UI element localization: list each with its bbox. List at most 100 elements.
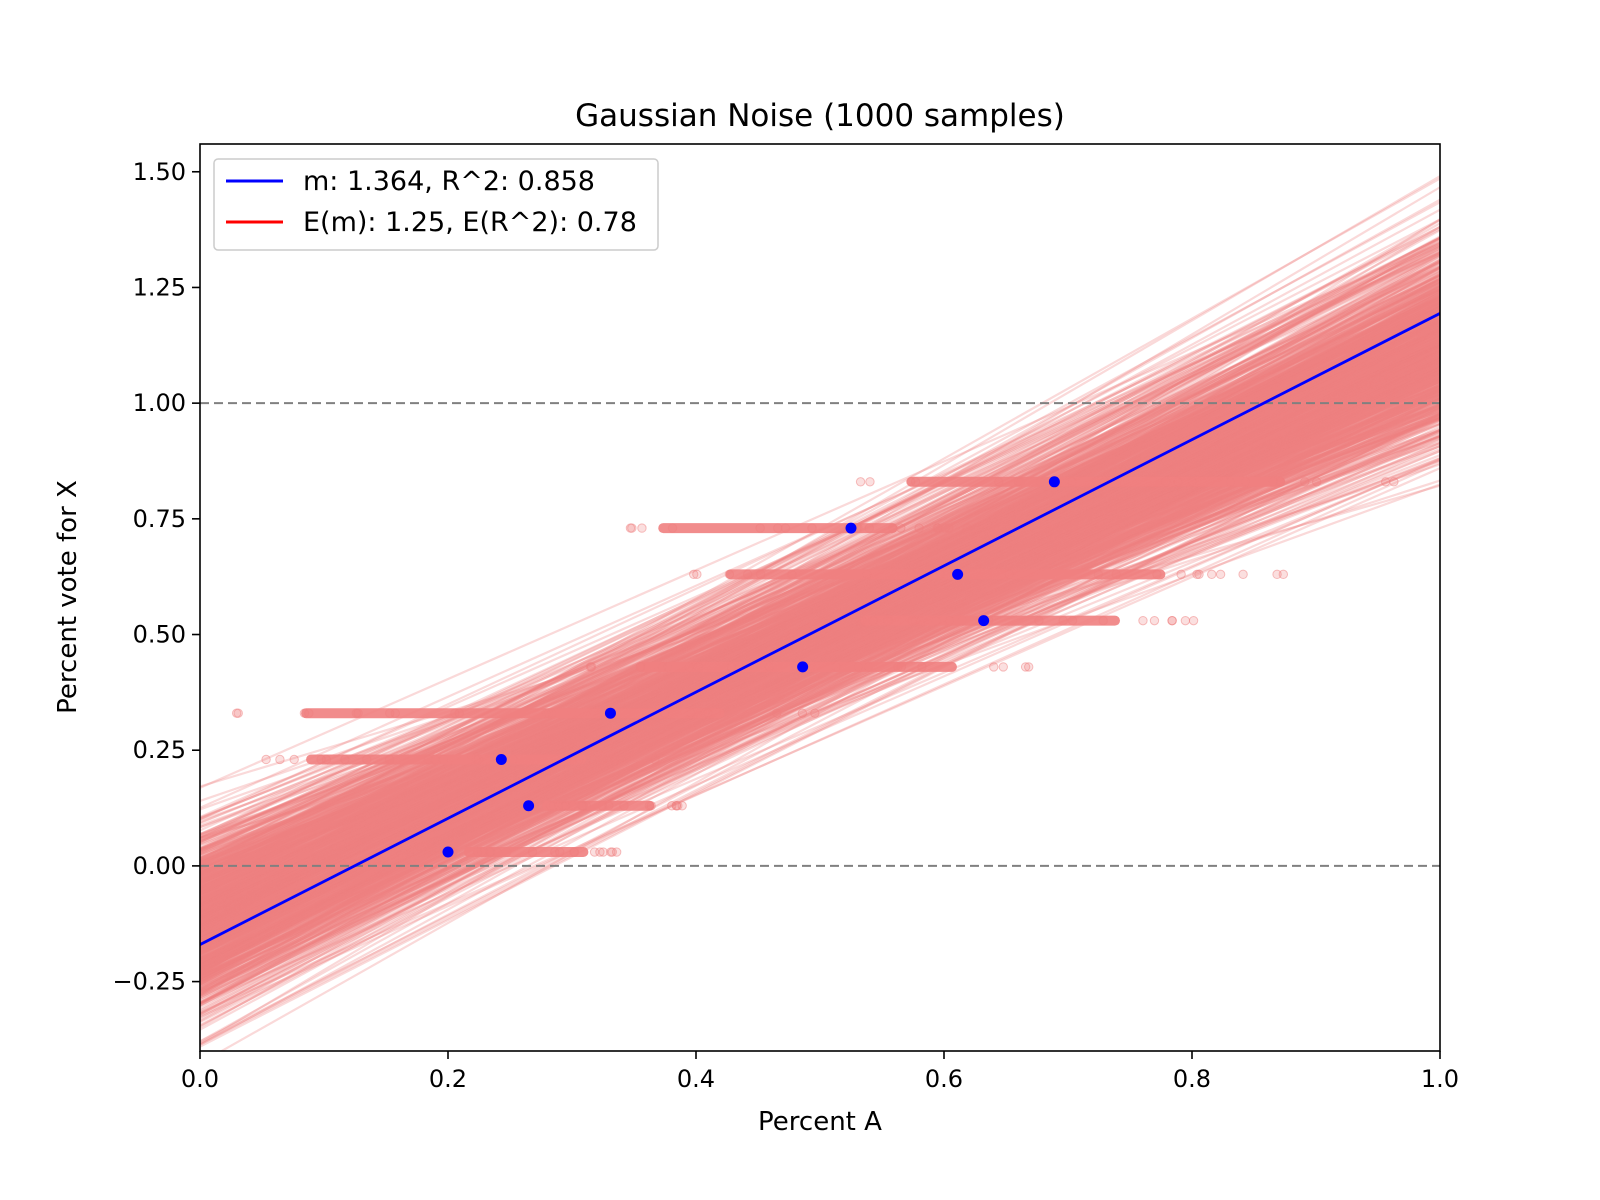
sample-point [1188, 615, 1199, 626]
sample-fit-line [200, 368, 1440, 904]
sample-fit-line [200, 389, 1440, 1005]
sample-fit-line [200, 288, 1440, 876]
sample-fit-line [200, 457, 1440, 1004]
sample-fit-line [200, 351, 1440, 929]
sample-fit-line [200, 312, 1440, 881]
sample-point [906, 569, 916, 580]
sample-fit-line [200, 350, 1440, 970]
sample-fit-line [200, 345, 1440, 876]
sample-fit-line [200, 291, 1440, 972]
sample-fit-line [200, 374, 1440, 948]
sample-fit-line [200, 311, 1440, 888]
sample-fit-line [200, 329, 1440, 915]
sample-point [773, 523, 783, 533]
sample-fit-line [200, 361, 1440, 986]
sample-fit-line [200, 310, 1440, 925]
sample-point [1149, 615, 1160, 626]
y-tick-label: 0.50 [133, 621, 186, 649]
sample-fit-line [200, 407, 1440, 961]
sample-fit-line [200, 467, 1440, 1014]
sample-fit-line [200, 363, 1440, 924]
sample-fit-line [200, 398, 1440, 952]
sample-fit-line [200, 371, 1440, 852]
sample-point [1067, 615, 1078, 626]
sample-fit-line [200, 319, 1440, 925]
sample-fit-line [200, 285, 1440, 937]
sample-fit-line [200, 325, 1440, 958]
sample-fit-line [200, 336, 1440, 898]
sample-fit-line [200, 315, 1440, 981]
sample-point [340, 754, 350, 765]
observed-point [797, 661, 809, 673]
sample-fit-line [200, 266, 1440, 971]
sample-fit-line [200, 325, 1440, 948]
sample-fit-line [200, 341, 1440, 978]
sample-fit-line [200, 351, 1440, 876]
sample-point [726, 662, 736, 672]
sample-fit-line [200, 392, 1440, 970]
sample-fit-line [200, 354, 1440, 909]
sample-fit-line [200, 330, 1440, 950]
sample-fit-line [200, 417, 1440, 873]
sample-fit-line [200, 342, 1440, 871]
sample-fit-line [200, 395, 1440, 962]
sample-fit-line [200, 245, 1440, 914]
sample-point [1300, 477, 1310, 487]
sample-fit-line [200, 429, 1440, 962]
sample-fit-line [200, 343, 1440, 906]
sample-fit-line [200, 367, 1440, 930]
sample-fit-line [200, 406, 1440, 998]
sample-fit-line [200, 350, 1440, 941]
sample-fit-line [200, 370, 1440, 984]
sample-point [1311, 477, 1322, 487]
sample-fit-line [200, 298, 1440, 873]
sample-fit-line [200, 396, 1440, 987]
sample-fit-line [200, 290, 1440, 926]
sample-fit-line [200, 298, 1440, 893]
sample-fit-line [200, 342, 1440, 859]
sample-fit-line [200, 240, 1440, 937]
sample-fit-line [200, 445, 1440, 929]
sample-fit-line [200, 400, 1440, 979]
sample-point [1015, 477, 1025, 487]
sample-fit-line [200, 287, 1440, 924]
sample-fit-line [200, 338, 1440, 965]
sample-fit-line [200, 373, 1440, 871]
legend-box [213, 158, 659, 251]
y-tick-label: 1.50 [133, 158, 186, 186]
sample-fit-line [200, 362, 1440, 1012]
sample-fit-line [200, 430, 1440, 990]
sample-fit-line [200, 328, 1440, 966]
sample-fit-line [200, 397, 1440, 967]
sample-fit-line [200, 341, 1440, 874]
sample-fit-line [200, 417, 1440, 972]
sample-fit-line [200, 339, 1440, 884]
sample-fit-line [200, 299, 1440, 937]
sample-point [1034, 615, 1044, 626]
sample-fit-line [200, 368, 1440, 895]
sample-fit-line [200, 376, 1440, 928]
sample-point [548, 801, 559, 811]
sample-fit-line [200, 415, 1440, 970]
sample-fit-line [200, 348, 1440, 882]
sample-point [1098, 615, 1108, 626]
sample-fit-line [200, 355, 1440, 916]
sample-points [231, 476, 1399, 858]
sample-fit-line [200, 208, 1440, 885]
sample-fit-line [200, 308, 1440, 863]
sample-point [550, 847, 560, 857]
sample-fit-line [200, 286, 1440, 947]
sample-point [1093, 569, 1104, 580]
sample-fit-line [200, 414, 1440, 874]
sample-fit-line [200, 300, 1440, 937]
sample-fit-line [200, 377, 1440, 943]
sample-fit-line [200, 291, 1440, 955]
sample-fit-line [200, 367, 1440, 927]
sample-fit-line [200, 384, 1440, 918]
sample-fit-line [200, 459, 1440, 907]
sample-fit-line [200, 334, 1440, 930]
sample-fit-line [200, 285, 1440, 907]
sample-point [944, 523, 954, 533]
sample-point [304, 708, 314, 718]
sample-fit-line [200, 327, 1440, 889]
